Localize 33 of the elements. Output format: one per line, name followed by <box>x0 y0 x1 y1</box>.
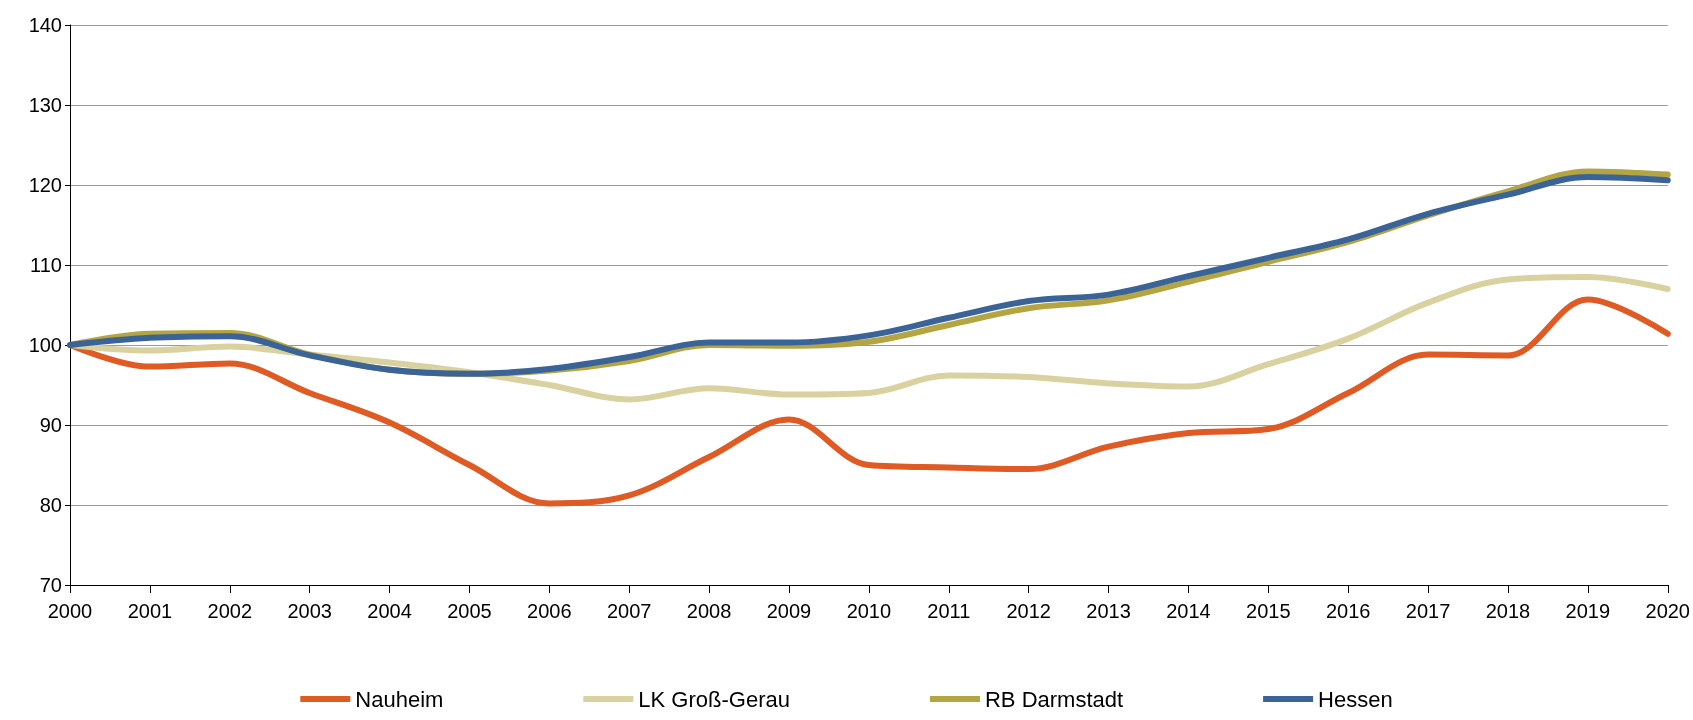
x-tick-label: 2011 <box>927 600 971 622</box>
y-tick-label: 110 <box>30 254 62 276</box>
x-tick-label: 2006 <box>527 600 572 622</box>
x-tick-label: 2001 <box>127 600 173 622</box>
y-tick-label: 120 <box>28 174 62 196</box>
x-tick-label: 2003 <box>287 600 332 622</box>
x-tick-label: 2017 <box>1405 600 1451 622</box>
x-tick-label: 2004 <box>367 600 412 622</box>
x-tick-label: 2020 <box>1645 600 1690 622</box>
x-tick-label: 2000 <box>47 600 93 622</box>
x-tick-label: 2008 <box>686 600 732 622</box>
y-tick-label: 140 <box>28 14 62 36</box>
x-tick-label: 2005 <box>447 600 492 622</box>
y-tick-label: 70 <box>39 574 62 596</box>
x-tick-label: 2012 <box>1006 600 1051 622</box>
legend-label: Hessen <box>1318 686 1393 712</box>
y-tick-label: 100 <box>28 334 62 356</box>
x-tick-label: 2009 <box>766 600 812 622</box>
x-tick-label: 2002 <box>207 600 253 622</box>
x-tick-label: 2007 <box>606 600 652 622</box>
x-tick-label: 2013 <box>1086 600 1131 622</box>
y-tick-label: 130 <box>28 94 62 116</box>
y-tick-label: 80 <box>39 494 62 516</box>
legend-label: LK Groß-Gerau <box>638 686 790 712</box>
x-tick-label: 2016 <box>1325 600 1371 622</box>
x-tick-label: 2019 <box>1565 600 1611 622</box>
x-tick-label: 2014 <box>1166 600 1211 622</box>
y-tick-label: 90 <box>39 414 62 436</box>
x-tick-label: 2010 <box>846 600 892 622</box>
x-tick-label: 2018 <box>1485 600 1531 622</box>
legend-label: Nauheim <box>355 686 444 712</box>
legend-label: RB Darmstadt <box>984 686 1124 712</box>
x-tick-label: 2015 <box>1246 600 1291 622</box>
